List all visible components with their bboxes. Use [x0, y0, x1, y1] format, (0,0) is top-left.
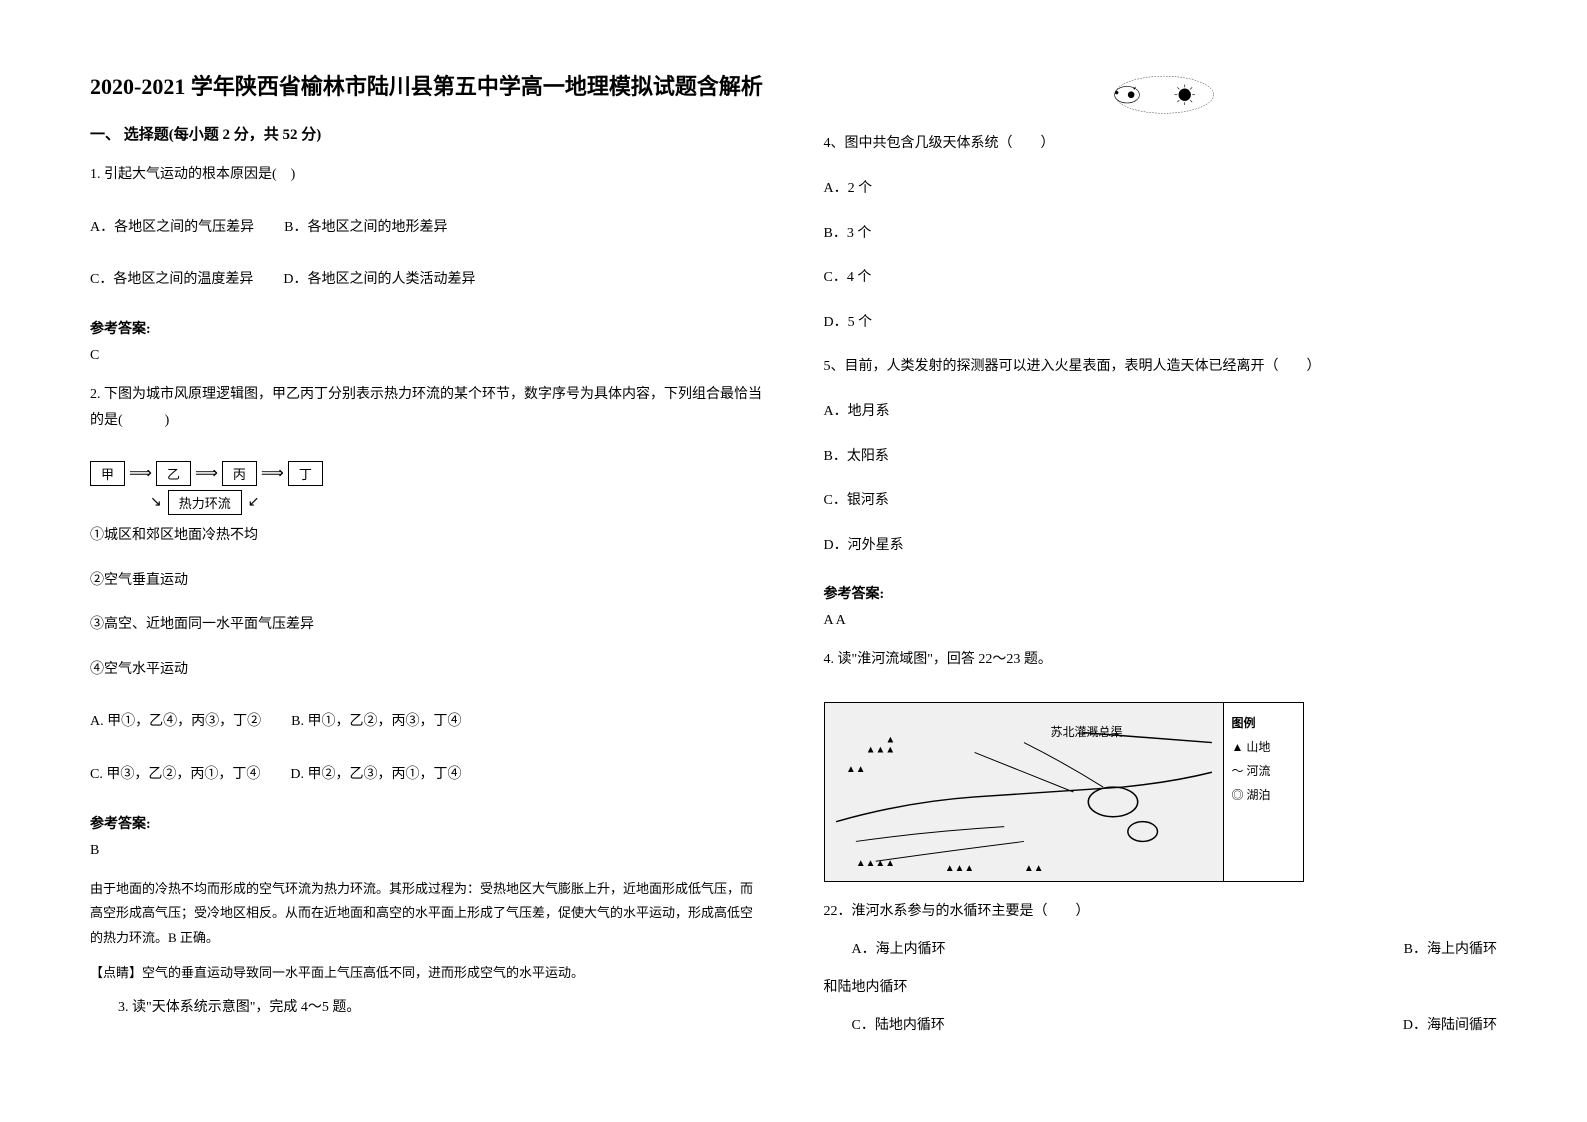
q2-stem: 2. 下图为城市风原理逻辑图，甲乙丙丁分别表示热力环流的某个环节，数字序号为具体… — [90, 382, 764, 435]
left-column: 2020-2021 学年陕西省榆林市陆川县第五中学高一地理模拟试题含解析 一、 … — [90, 70, 764, 1052]
logic-box-2: 乙 — [156, 461, 191, 486]
q2-options-row1: A. 甲①，乙④，丙③，丁② B. 甲①，乙②，丙③，丁④ — [90, 701, 764, 736]
q1-options-row2: C．各地区之间的温度差异 D．各地区之间的人类活动差异 — [90, 259, 764, 294]
q2-answer: B — [90, 843, 764, 859]
q2-option-c: C. 甲③，乙②，丙①，丁④ — [90, 762, 260, 789]
right-column: 4、图中共包含几级天体系统（ ） A．2 个 B．3 个 C．4 个 D．5 个… — [824, 70, 1498, 1052]
map-diagram: ▲▲ ▲▲▲ ▲ ▲▲▲▲ ▲▲▲ ▲▲ 苏北灌溉总渠 图例 ▲ 山地 ～ 河流… — [824, 702, 1304, 882]
q2-item1: ①城区和郊区地面冷热不均 — [90, 523, 764, 550]
q4-stem: 4、图中共包含几级天体系统（ ） — [824, 131, 1498, 158]
q5-answer-label: 参考答案: — [824, 583, 1498, 603]
q2-item4: ④空气水平运动 — [90, 657, 764, 684]
q1-option-d: D．各地区之间的人类活动差异 — [283, 267, 475, 294]
svg-text:▲▲▲: ▲▲▲ — [944, 863, 973, 874]
logic-loop: ↘ 热力环流 ↙ — [150, 490, 259, 515]
q2-options-row2: C. 甲③，乙②，丙①，丁④ D. 甲②，乙③，丙①，丁④ — [90, 754, 764, 789]
legend-title: 图例 — [1232, 711, 1295, 735]
q2-explain1: 由于地面的冷热不均而形成的空气环流为热力环流。其形成过程为：受热地区大气膨胀上升… — [90, 877, 764, 951]
logic-box-4: 丁 — [288, 461, 323, 486]
svg-text:▲▲▲▲: ▲▲▲▲ — [855, 858, 894, 869]
q5-option-b: B．太阳系 — [824, 444, 1498, 471]
q22-opts-row2: C．陆地内循环 D．海陆间循环 — [824, 1014, 1498, 1034]
q5-answer: A A — [824, 613, 1498, 629]
logic-diagram: 甲 ⟹ 乙 ⟹ 丙 ⟹ 丁 ↘ 热力环流 ↙ — [90, 461, 764, 515]
q22-intro: 4. 读"淮河流域图"，回答 22～23 题。 — [824, 647, 1498, 674]
q22-option-c: C．陆地内循环 — [852, 1014, 945, 1034]
question-2: 2. 下图为城市风原理逻辑图，甲乙丙丁分别表示热力环流的某个环节，数字序号为具体… — [90, 382, 764, 435]
q22-option-a: A．海上内循环 — [852, 938, 946, 958]
q4-option-a: A．2 个 — [824, 176, 1498, 203]
logic-row-boxes: 甲 ⟹ 乙 ⟹ 丙 ⟹ 丁 — [90, 461, 323, 486]
logic-arrow-2: ⟹ — [195, 463, 218, 483]
q1-stem: 1. 引起大气运动的根本原因是( ) — [90, 162, 764, 189]
svg-text:▲: ▲ — [885, 735, 895, 746]
logic-arrow-3: ⟹ — [261, 463, 284, 483]
q22-stem: 22．淮河水系参与的水循环主要是（ ） — [824, 900, 1498, 920]
legend-lake: ◎ 湖泊 — [1232, 783, 1295, 807]
question-3: 3. 读"天体系统示意图"，完成 4～5 题。 — [90, 995, 764, 1022]
q22-opts-row1: A．海上内循环 B．海上内循环 — [824, 938, 1498, 958]
q4-option-c: C．4 个 — [824, 265, 1498, 292]
q2-explain2: 【点睛】空气的垂直运动导致同一水平面上气压高低不同，进而形成空气的水平运动。 — [90, 961, 764, 986]
q5-option-d: D．河外星系 — [824, 533, 1498, 560]
q1-option-a: A．各地区之间的气压差异 — [90, 215, 254, 242]
logic-box-1: 甲 — [90, 461, 125, 486]
q1-answer: C — [90, 348, 764, 364]
q5-option-a: A．地月系 — [824, 399, 1498, 426]
svg-text:▲▲▲: ▲▲▲ — [865, 744, 894, 755]
q2-option-b: B. 甲①，乙②，丙③，丁④ — [291, 709, 461, 736]
map-main: ▲▲ ▲▲▲ ▲ ▲▲▲▲ ▲▲▲ ▲▲ 苏北灌溉总渠 — [825, 703, 1223, 881]
q5-option-c: C．银河系 — [824, 488, 1498, 515]
q2-item3: ③高空、近地面同一水平面气压差异 — [90, 612, 764, 639]
question-1: 1. 引起大气运动的根本原因是( ) — [90, 162, 764, 189]
svg-text:▲▲: ▲▲ — [1024, 863, 1044, 874]
q4-option-b: B．3 个 — [824, 221, 1498, 248]
logic-box-3: 丙 — [222, 461, 257, 486]
legend-mountain: ▲ 山地 — [1232, 735, 1295, 759]
document-title: 2020-2021 学年陕西省榆林市陆川县第五中学高一地理模拟试题含解析 — [90, 70, 764, 103]
q1-options-row1: A．各地区之间的气压差异 B．各地区之间的地形差异 — [90, 207, 764, 242]
map-text-label: 苏北灌溉总渠 — [1050, 723, 1122, 740]
loop-arrow-left: ↘ — [150, 494, 162, 511]
orbit-diagram — [1020, 70, 1300, 119]
q2-answer-label: 参考答案: — [90, 813, 764, 833]
q1-answer-label: 参考答案: — [90, 318, 764, 338]
q22-option-d: D．海陆间循环 — [1403, 1014, 1497, 1034]
q5-stem: 5、目前，人类发射的探测器可以进入火星表面，表明人造天体已经离开（ ） — [824, 354, 1498, 381]
q2-item2: ②空气垂直运动 — [90, 568, 764, 595]
svg-text:▲▲: ▲▲ — [846, 764, 866, 775]
section-1-header: 一、 选择题(每小题 2 分，共 52 分) — [90, 123, 764, 144]
q22-option-b: B．海上内循环 — [1404, 938, 1497, 958]
logic-loop-box: 热力环流 — [168, 490, 242, 515]
q1-option-b: B．各地区之间的地形差异 — [284, 215, 447, 242]
q2-option-a: A. 甲①，乙④，丙③，丁② — [90, 709, 261, 736]
q1-option-c: C．各地区之间的温度差异 — [90, 267, 253, 294]
q2-option-d: D. 甲②，乙③，丙①，丁④ — [290, 762, 461, 789]
q22-option-b-extra: 和陆地内循环 — [824, 976, 1498, 996]
q4-option-d: D．5 个 — [824, 310, 1498, 337]
map-legend: 图例 ▲ 山地 ～ 河流 ◎ 湖泊 — [1223, 703, 1303, 881]
logic-arrow-1: ⟹ — [129, 463, 152, 483]
loop-arrow-right: ↙ — [248, 494, 260, 511]
legend-river: ～ 河流 — [1232, 759, 1295, 783]
